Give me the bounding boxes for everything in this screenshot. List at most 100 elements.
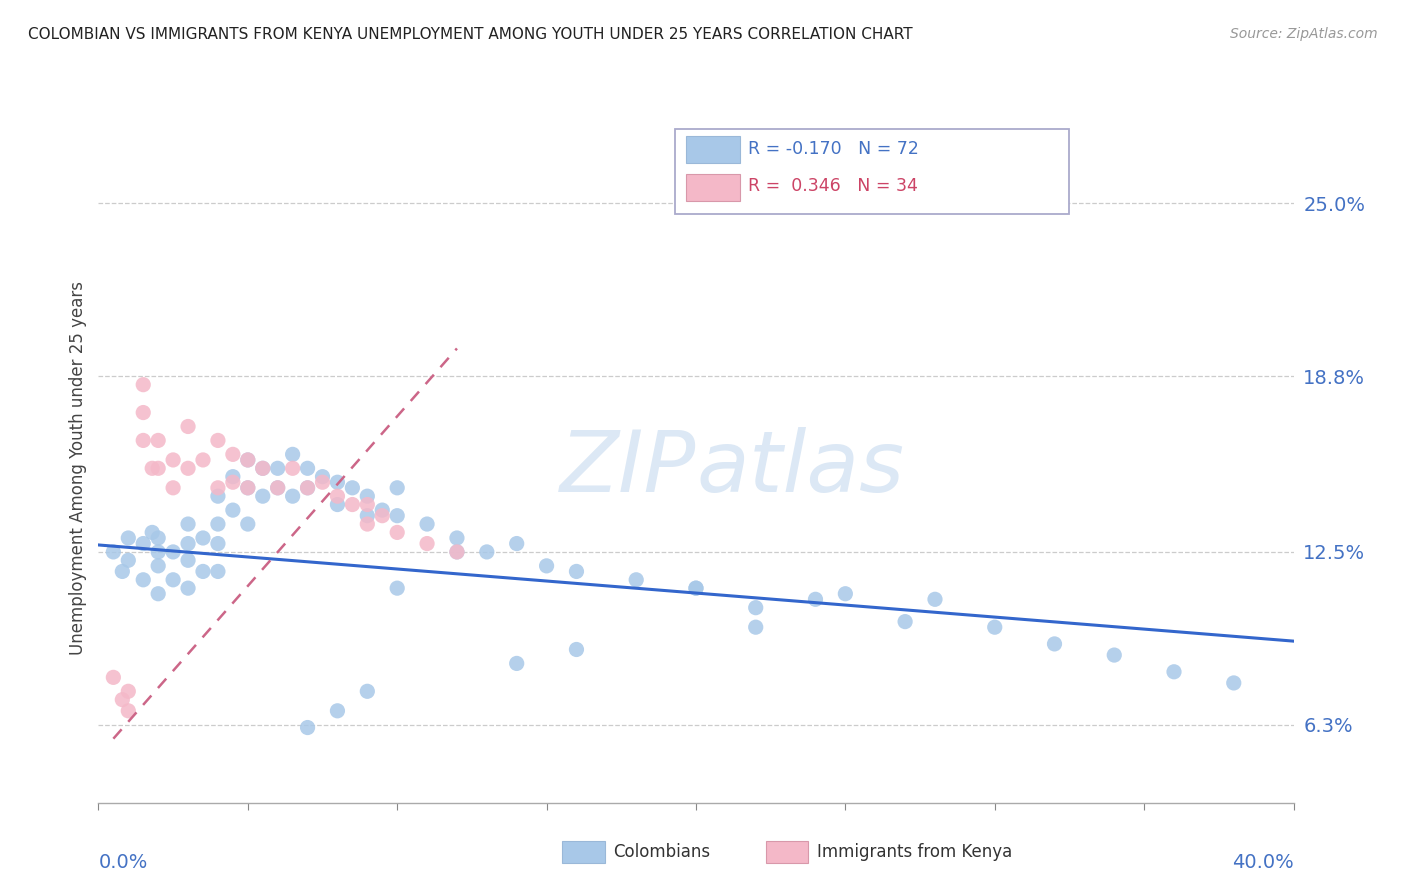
Point [132,536,155,550]
Point [207,489,229,503]
Point [252,461,274,475]
Point [236,453,259,467]
Point [148,587,170,601]
Point [385,508,409,523]
Text: R =  0.346   N = 34: R = 0.346 N = 34 [748,178,918,195]
Point [191,453,214,467]
Point [385,581,409,595]
Point [1043,637,1066,651]
Point [141,461,163,475]
Point [117,684,139,698]
Point [565,642,588,657]
Point [236,453,259,467]
Point [1163,665,1185,679]
Point [311,475,333,490]
Point [162,453,184,467]
Point [222,503,245,517]
Point [148,558,170,573]
Point [207,517,229,532]
Point [326,704,349,718]
Point [148,545,170,559]
Point [342,481,364,495]
Point [297,721,319,735]
Point [983,620,1005,634]
Text: Immigrants from Kenya: Immigrants from Kenya [817,843,1012,861]
Point [207,481,229,495]
Point [117,553,139,567]
Point [685,581,707,595]
Point [252,461,274,475]
Point [132,434,155,448]
Point [111,692,134,706]
Text: COLOMBIAN VS IMMIGRANTS FROM KENYA UNEMPLOYMENT AMONG YOUTH UNDER 25 YEARS CORRE: COLOMBIAN VS IMMIGRANTS FROM KENYA UNEMP… [28,27,912,42]
Point [177,517,200,532]
Point [356,517,378,532]
Point [177,536,200,550]
Point [132,377,155,392]
Point [111,565,134,579]
Point [446,545,468,559]
Point [356,684,378,698]
Point [804,592,827,607]
Point [894,615,917,629]
Point [267,461,290,475]
Point [267,481,290,495]
Point [475,545,498,559]
Point [297,461,319,475]
Point [132,573,155,587]
Point [416,536,439,550]
Point [446,545,468,559]
Text: Colombians: Colombians [613,843,710,861]
Point [565,565,588,579]
Point [1104,648,1126,662]
Point [103,670,125,684]
Point [924,592,946,607]
Point [162,573,184,587]
Point [536,558,558,573]
Point [745,600,768,615]
Point [745,620,768,634]
Point [356,489,378,503]
Point [416,517,439,532]
Point [356,498,378,512]
Point [148,461,170,475]
Point [236,481,259,495]
Point [342,498,364,512]
Point [326,498,349,512]
Text: 40.0%: 40.0% [1232,853,1294,872]
Text: ZIP: ZIP [560,426,696,510]
Point [162,545,184,559]
Point [297,481,319,495]
Point [371,503,394,517]
Point [834,587,856,601]
Point [371,508,394,523]
Point [132,406,155,420]
Point [222,475,245,490]
Point [191,565,214,579]
Point [103,545,125,559]
Point [624,573,647,587]
Point [222,469,245,483]
Point [236,481,259,495]
Text: atlas: atlas [696,426,904,510]
Point [506,657,529,671]
Point [356,508,378,523]
Point [162,481,184,495]
Point [177,581,200,595]
Point [506,536,529,550]
Point [267,481,290,495]
Point [326,475,349,490]
Point [385,525,409,540]
Point [1223,676,1246,690]
Point [446,531,468,545]
Point [297,481,319,495]
Point [117,531,139,545]
Point [281,489,304,503]
Point [191,531,214,545]
Point [222,447,245,461]
Point [207,565,229,579]
Point [148,531,170,545]
Point [207,434,229,448]
Text: Source: ZipAtlas.com: Source: ZipAtlas.com [1230,27,1378,41]
Point [281,461,304,475]
